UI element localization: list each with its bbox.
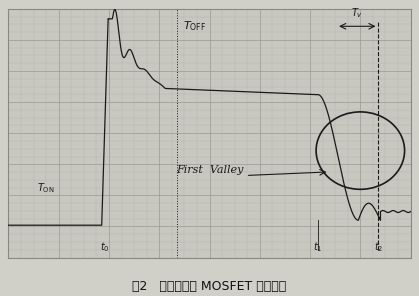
Text: First  Valley: First Valley — [176, 165, 243, 176]
Text: $t_1$: $t_1$ — [313, 240, 323, 254]
Text: $t_0$: $t_0$ — [100, 240, 110, 254]
Text: $T_{\rm OFF}$: $T_{\rm OFF}$ — [184, 19, 207, 33]
Text: 图2   临界模式下 MOSFET 漏源电压: 图2 临界模式下 MOSFET 漏源电压 — [132, 280, 287, 293]
Text: $t_2$: $t_2$ — [374, 240, 383, 254]
Text: $T_v$: $T_v$ — [351, 6, 363, 20]
Text: $T_{\rm ON}$: $T_{\rm ON}$ — [36, 181, 54, 195]
